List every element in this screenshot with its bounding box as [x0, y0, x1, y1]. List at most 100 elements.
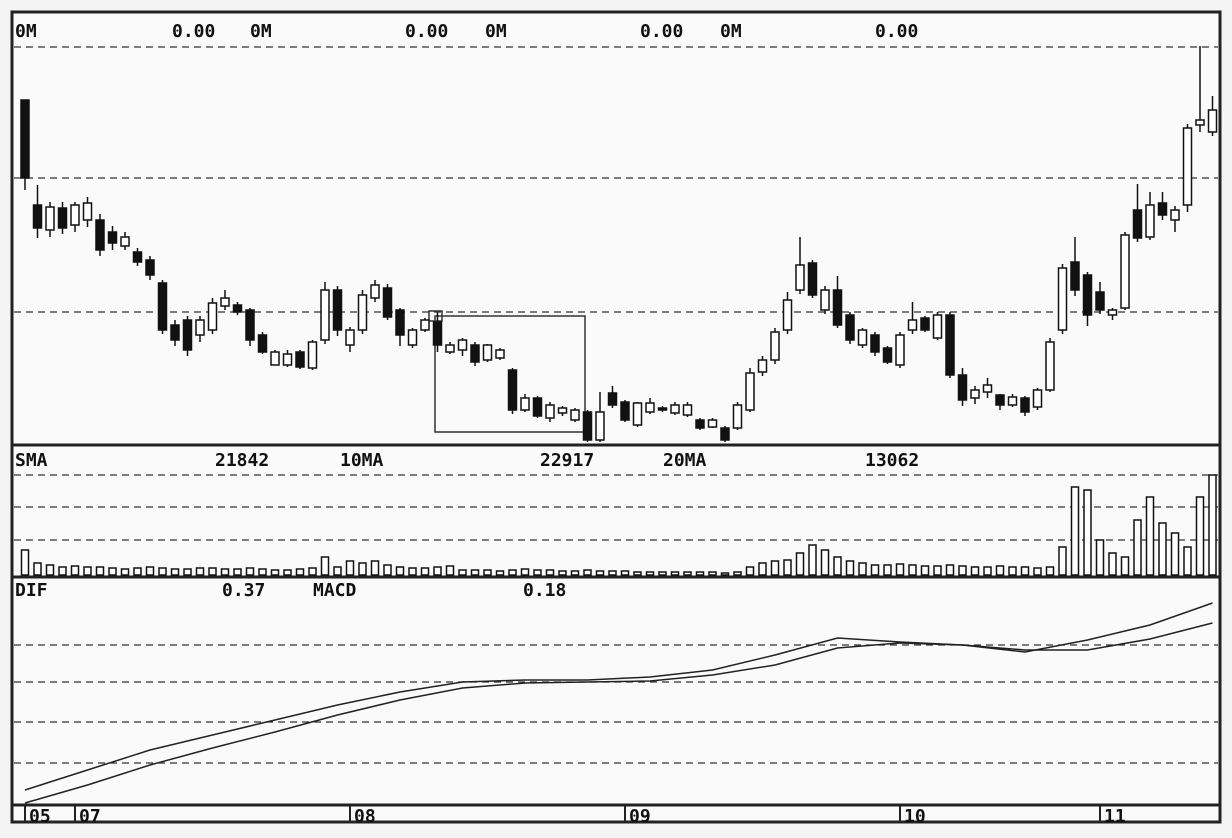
volume-bar: [308, 567, 317, 576]
candle-body: [632, 402, 643, 426]
candle-body: [270, 351, 280, 366]
volume-bar: [320, 556, 330, 576]
volume-bar: [1070, 486, 1080, 576]
header-text: 20MA: [663, 450, 707, 471]
candle-body: [232, 304, 243, 313]
volume-bar: [1208, 474, 1217, 576]
candle-body: [182, 319, 193, 351]
candle-body: [1157, 202, 1168, 216]
volume-bar: [295, 568, 305, 576]
candle-body: [807, 262, 818, 296]
candle-body: [757, 359, 768, 373]
volume-bar: [458, 569, 467, 576]
volume-bar: [620, 570, 630, 576]
volume-bar: [758, 562, 767, 576]
volume-bar: [1145, 496, 1155, 576]
header-text: 0.37: [222, 580, 265, 601]
header-text: 21842: [215, 450, 269, 471]
volume-bar: [420, 567, 430, 576]
candle-body: [57, 207, 68, 229]
candle-body: [470, 344, 480, 363]
volume-bar: [183, 568, 192, 576]
candle-body: [170, 324, 180, 341]
x-tick-label: 07: [79, 806, 101, 827]
candle-body: [620, 401, 630, 421]
candle-body: [1120, 234, 1130, 309]
volume-bar: [445, 565, 455, 576]
candle-body: [607, 392, 618, 406]
candle-body: [45, 206, 55, 231]
candle-body: [432, 321, 443, 346]
volume-bar: [920, 565, 930, 576]
candle-body: [1007, 396, 1018, 406]
candle-body: [145, 259, 155, 276]
volume-bar: [433, 566, 442, 576]
candle-body: [195, 319, 205, 336]
candle-body: [970, 389, 980, 399]
volume-bar: [495, 570, 505, 576]
candle-body: [107, 231, 118, 244]
volume-bar: [745, 566, 755, 576]
volume-bar: [1120, 556, 1130, 576]
volume-bar: [795, 552, 805, 576]
candle-body: [532, 397, 543, 417]
candle-body: [507, 369, 518, 411]
candle-body: [820, 289, 830, 311]
candle-body: [1145, 204, 1155, 238]
header-text: 22917: [540, 450, 594, 471]
volume-bar: [145, 566, 155, 576]
candle-body: [982, 384, 993, 393]
candle-body: [20, 99, 30, 179]
volume-bar: [533, 569, 542, 576]
candle-body: [832, 289, 843, 326]
x-tick-label: 10: [904, 806, 926, 827]
candle-body: [1020, 397, 1030, 413]
header-text: SMA: [15, 450, 48, 471]
volume-bar: [958, 565, 967, 576]
candle-body: [795, 264, 805, 291]
volume-bar: [508, 569, 517, 576]
candle-body: [282, 353, 293, 366]
candle-body: [1082, 274, 1093, 316]
candle-body: [545, 404, 555, 419]
volume-bar: [1020, 566, 1030, 576]
volume-bar: [133, 567, 142, 576]
header-text: 10MA: [340, 450, 384, 471]
header-text: 0.00: [172, 21, 215, 42]
candle-body: [395, 309, 405, 336]
volume-bar: [1095, 539, 1105, 576]
frame: [10, 10, 1222, 824]
x-tick-label: 09: [629, 806, 651, 827]
candle-body: [932, 314, 943, 339]
candle-body: [420, 319, 430, 331]
candle-body: [220, 297, 230, 307]
candle-body: [845, 314, 855, 341]
candle-body: [1107, 309, 1118, 316]
volume-bar: [220, 568, 230, 576]
volume-bar: [358, 562, 367, 576]
volume-bar: [370, 560, 380, 576]
volume-bar: [658, 571, 667, 576]
volume-bar: [1195, 496, 1205, 576]
candle-body: [32, 204, 43, 229]
volume-bar: [120, 568, 130, 576]
volume-bar: [245, 567, 255, 576]
x-tick-label: 05: [29, 806, 51, 827]
candle-body: [245, 309, 255, 341]
candle-body: [645, 402, 655, 413]
candle-body: [695, 419, 705, 429]
volume-bar: [683, 571, 692, 576]
volume-bar: [770, 560, 780, 576]
candle-body: [1032, 389, 1043, 408]
candle-body: [1207, 109, 1218, 133]
candle-body: [207, 302, 218, 331]
candle-body: [707, 419, 718, 428]
candle-body: [882, 347, 893, 363]
volume-bar: [858, 562, 867, 576]
volume-bar: [195, 567, 205, 576]
candle-body: [1045, 341, 1055, 391]
volume-bar: [108, 567, 117, 576]
candle-body: [770, 331, 780, 361]
volume-bar: [158, 567, 167, 576]
